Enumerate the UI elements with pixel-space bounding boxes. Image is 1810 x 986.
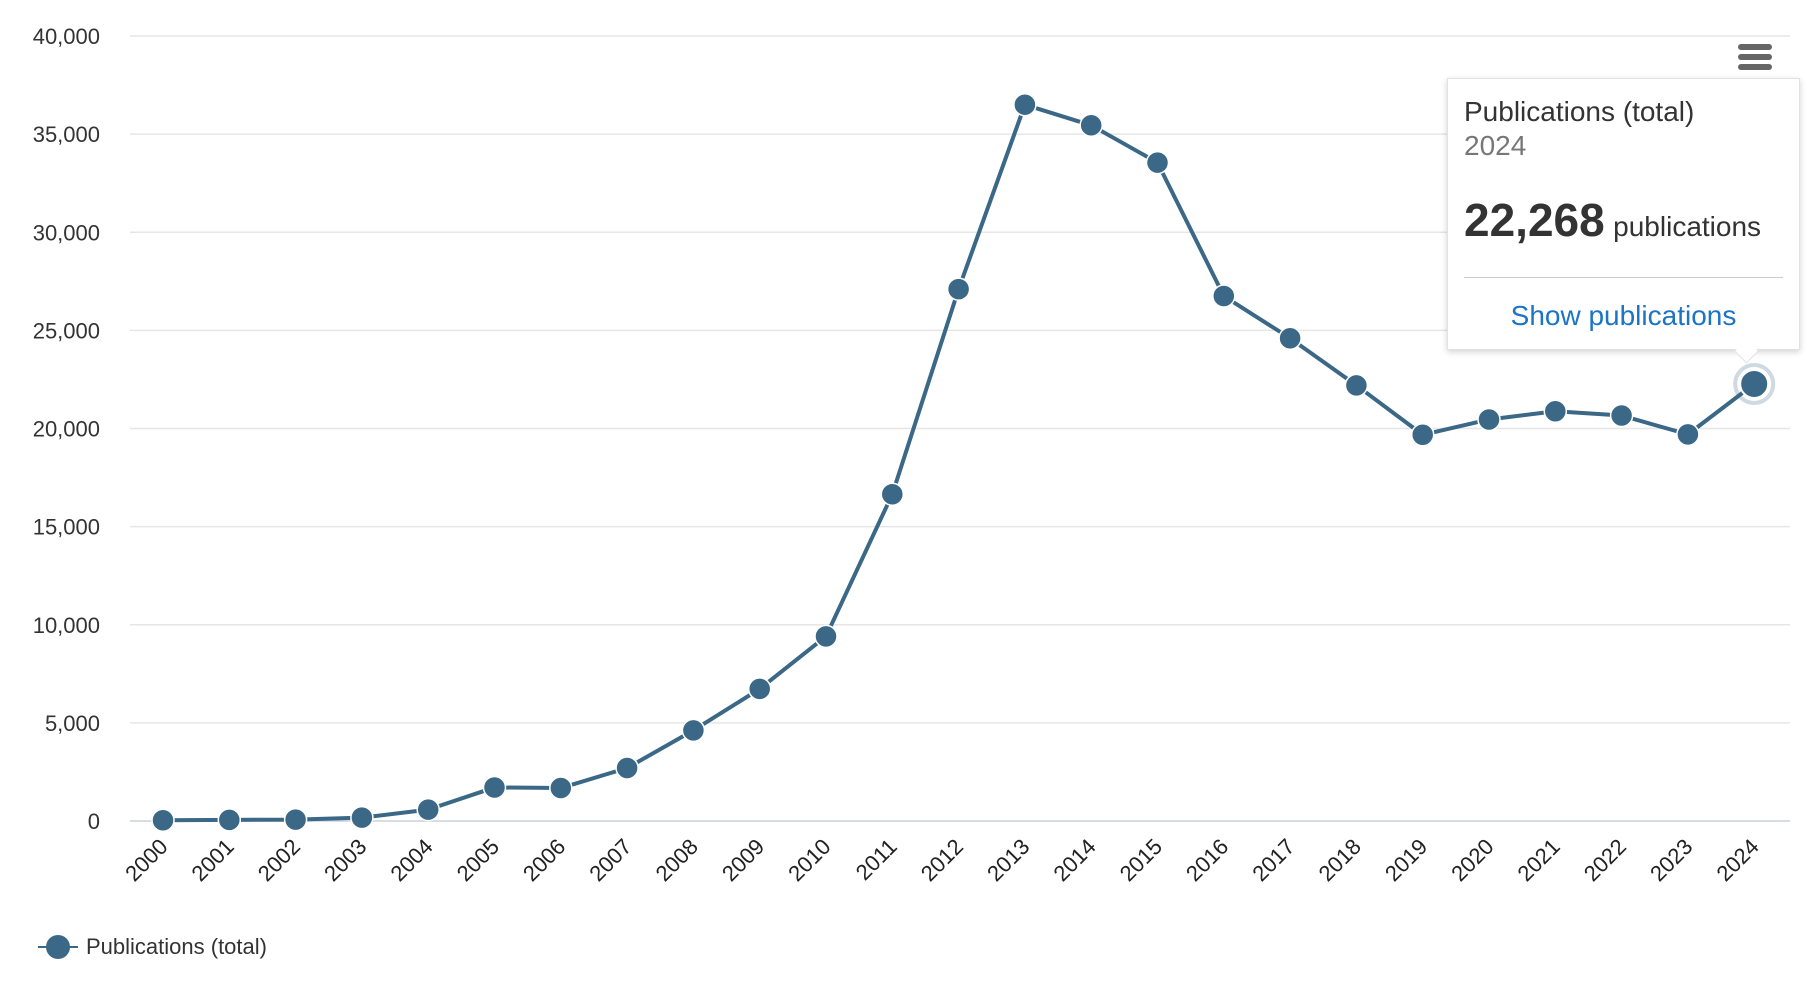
data-point	[1676, 422, 1700, 447]
tooltip-year: 2024	[1464, 130, 1527, 161]
x-tick-label: 2003	[319, 834, 371, 886]
x-tick-label: 2012	[916, 834, 968, 886]
y-tick-label: 15,000	[33, 515, 100, 540]
data-point	[416, 797, 440, 822]
data-point	[1079, 113, 1103, 138]
y-tick-label: 10,000	[33, 613, 100, 638]
data-point	[1410, 423, 1435, 447]
tooltip-series-name: Publications (total)	[1464, 96, 1695, 127]
data-point	[1344, 373, 1369, 398]
x-tick-label: 2005	[452, 834, 504, 886]
data-point	[1609, 403, 1634, 428]
data-point	[1739, 368, 1770, 399]
x-tick-label: 2001	[187, 834, 239, 886]
data-point	[1145, 150, 1170, 175]
data-point	[814, 624, 838, 649]
x-axis-labels: 2000 2001 2002 2003 2004 2005 2006 2007 2008 2009…	[120, 834, 1763, 886]
x-tick-label: 2018	[1314, 834, 1366, 886]
hamburger-menu-icon-bar	[1738, 54, 1772, 60]
data-point	[615, 756, 639, 780]
chart-menu-button[interactable]	[1738, 44, 1774, 76]
legend-marker	[46, 935, 70, 959]
x-tick-label: 2007	[584, 834, 636, 886]
x-tick-label: 2011	[851, 834, 902, 885]
x-tick-label: 2015	[1115, 834, 1167, 886]
x-tick-label: 2017	[1247, 834, 1299, 886]
x-tick-label: 2010	[783, 834, 835, 886]
data-point	[1477, 407, 1501, 432]
data-point	[1212, 284, 1236, 308]
x-tick-label: 2002	[253, 834, 305, 886]
x-tick-label: 2006	[518, 834, 570, 886]
x-tick-label: 2019	[1380, 834, 1432, 886]
tooltip-value: 22,268	[1464, 194, 1605, 246]
legend-label: Publications (total)	[86, 934, 267, 959]
legend-item-publications-total[interactable]: Publications (total)	[38, 932, 267, 962]
x-tick-label: 2020	[1446, 834, 1498, 886]
tooltip-unit: publications	[1613, 211, 1762, 242]
y-tick-label: 35,000	[33, 122, 100, 147]
data-point	[549, 776, 573, 800]
data-point	[1543, 399, 1568, 423]
x-tick-label: 2004	[385, 834, 437, 886]
x-tick-label: 2008	[651, 834, 703, 886]
data-point	[151, 808, 175, 832]
data-point	[681, 718, 706, 743]
x-tick-label: 2024	[1711, 834, 1763, 886]
y-tick-label: 5,000	[45, 711, 100, 736]
data-point	[283, 807, 308, 832]
data-point	[1278, 326, 1302, 350]
data-point	[747, 677, 772, 701]
data-point	[350, 805, 374, 830]
x-tick-label: 2016	[1181, 834, 1233, 886]
data-point	[1013, 92, 1037, 117]
hamburger-menu-icon	[1738, 44, 1772, 50]
series-publications-total	[151, 92, 1776, 832]
y-tick-label: 0	[88, 809, 100, 834]
x-tick-label: 2023	[1645, 834, 1697, 886]
data-tooltip: Publications (total) 2024 22,268 publica…	[1447, 78, 1800, 350]
y-tick-label: 20,000	[33, 417, 100, 442]
x-tick-label: 2022	[1579, 834, 1631, 886]
show-publications-link[interactable]: Show publications	[1510, 300, 1737, 331]
x-tick-label: 2014	[1048, 834, 1100, 886]
x-tick-label: 2021	[1513, 834, 1565, 886]
x-tick-label: 2009	[717, 834, 769, 886]
data-point-halo	[1733, 362, 1776, 405]
tooltip-value-row: 22,268 publications	[1464, 195, 1783, 257]
y-tick-label: 25,000	[33, 318, 100, 343]
hamburger-menu-icon-bar	[1738, 64, 1772, 70]
y-tick-label: 40,000	[33, 24, 100, 49]
data-point	[946, 277, 971, 301]
tooltip-divider	[1464, 277, 1783, 278]
x-tick-label: 2013	[982, 834, 1034, 886]
grid-lines	[130, 35, 1790, 822]
data-point	[482, 775, 507, 800]
legend-symbol	[38, 932, 78, 962]
data-point	[217, 808, 242, 832]
y-axis-labels: 0 5,000 10,000 15,000 20,000 25,000 30,000 35,0…	[33, 24, 100, 834]
x-tick-label: 2000	[120, 834, 172, 886]
y-tick-label: 30,000	[33, 220, 100, 245]
data-point	[880, 482, 905, 506]
